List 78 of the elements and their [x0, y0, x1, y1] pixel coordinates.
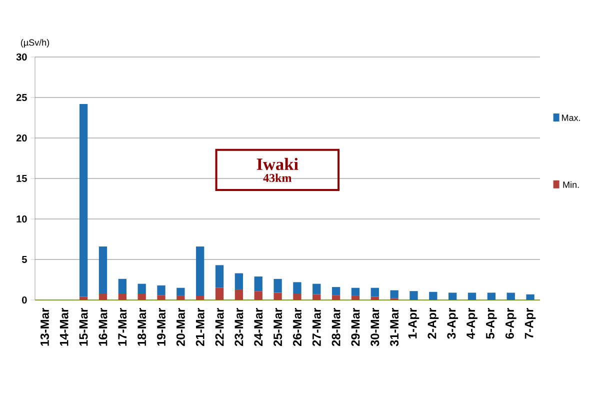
- bar: [215, 288, 224, 300]
- x-tick-label: 26-Mar: [292, 308, 302, 346]
- bar: [234, 273, 244, 290]
- bar: [312, 284, 321, 294]
- y-tick-label: 0: [22, 296, 27, 304]
- bar: [196, 296, 204, 300]
- x-tick-label: 28-Mar: [332, 308, 340, 346]
- bar: [196, 246, 204, 296]
- bar: [390, 290, 398, 298]
- x-tick-label: 14-Mar: [60, 308, 68, 346]
- bar: [448, 292, 457, 300]
- x-tick-label: 4-Apr: [466, 308, 478, 339]
- x-tick-label: 17-Mar: [118, 308, 127, 346]
- x-tick-label: 13-Mar: [40, 308, 49, 346]
- bar: [468, 292, 476, 300]
- legend-label: Max.: [562, 114, 580, 121]
- bar: [79, 104, 88, 297]
- x-tick-label: 15-Mar: [79, 308, 88, 346]
- bar: [506, 292, 515, 300]
- x-tick-label: 30-Mar: [370, 308, 380, 346]
- bar: [98, 294, 108, 300]
- bar: [351, 288, 360, 296]
- bar: [176, 296, 185, 300]
- x-tick-label: 23-Mar: [234, 308, 244, 346]
- x-tick-label: 19-Mar: [157, 308, 166, 346]
- y-tick-label: 30: [16, 53, 27, 61]
- annotation: Iwaki: [256, 158, 298, 170]
- bar: [98, 246, 108, 294]
- bar: [138, 284, 146, 294]
- bar: [234, 289, 244, 300]
- y-tick-label: 25: [16, 94, 27, 102]
- x-tick-label: 2-Apr: [428, 308, 439, 339]
- bar: [79, 296, 88, 300]
- bar: [526, 294, 534, 300]
- bar: [254, 291, 262, 300]
- bar: [293, 282, 302, 294]
- bar: [157, 285, 166, 296]
- x-tick-label: 7-Apr: [524, 308, 536, 339]
- y-tick-label: 15: [16, 174, 27, 182]
- x-tick-label: 25-Mar: [274, 308, 282, 346]
- bar: [215, 265, 224, 288]
- bar: [254, 276, 262, 292]
- x-tick-label: 5-Apr: [486, 308, 497, 339]
- annotation: 43km: [263, 174, 292, 182]
- bar: [118, 294, 126, 300]
- x-tick-label: 3-Apr: [447, 308, 458, 339]
- y-tick-label: 5: [22, 256, 27, 263]
- x-tick-label: 29-Mar: [351, 308, 360, 346]
- bar: [274, 292, 282, 300]
- bar: [176, 288, 185, 296]
- bar: [351, 296, 360, 300]
- x-tick-label: 24-Mar: [254, 308, 263, 346]
- x-tick-label: 31-Mar: [390, 308, 399, 346]
- x-tick-label: 20-Mar: [176, 308, 185, 346]
- x-tick-label: 16-Mar: [98, 308, 108, 346]
- bar: [274, 278, 282, 293]
- x-tick-label: 1-Apr: [408, 308, 420, 338]
- bar: [332, 287, 340, 296]
- bar: [138, 294, 146, 300]
- legend-label: Min.: [563, 181, 579, 188]
- y-tick-label: 10: [16, 215, 27, 223]
- bar: [487, 292, 496, 300]
- bar: [118, 278, 126, 294]
- y-tick-label: 20: [16, 134, 27, 142]
- bar: [157, 295, 166, 300]
- x-tick-label: 22-Mar: [215, 308, 224, 346]
- x-tick-label: 21-Mar: [196, 308, 204, 346]
- bar: [370, 296, 379, 300]
- x-tick-label: 27-Mar: [312, 308, 321, 346]
- bar: [429, 292, 438, 300]
- bar: [312, 294, 321, 300]
- bar: [293, 294, 302, 300]
- x-tick-label: 18-Mar: [138, 308, 146, 346]
- bar: [410, 291, 418, 300]
- y-axis-title: (µSv/h): [20, 39, 50, 48]
- x-tick-label: 6-Apr: [505, 308, 516, 339]
- bar: [332, 295, 340, 300]
- bar: [370, 288, 379, 297]
